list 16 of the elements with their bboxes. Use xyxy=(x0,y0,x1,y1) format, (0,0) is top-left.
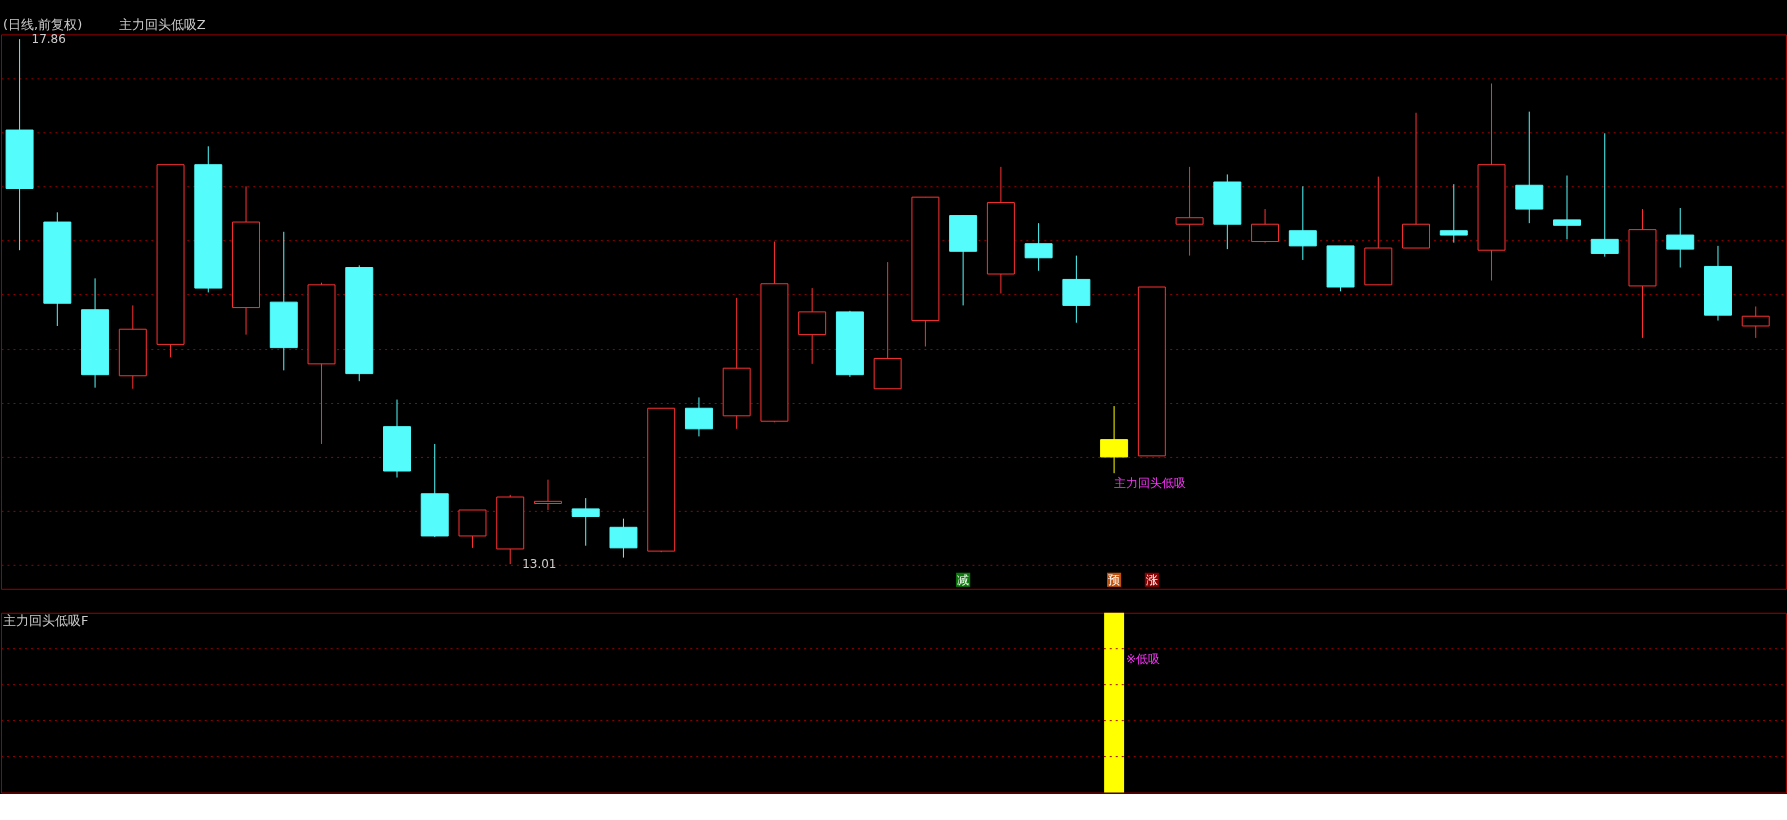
candlestick xyxy=(1553,175,1581,240)
annotation: ※低吸 xyxy=(1126,651,1161,666)
candlestick xyxy=(571,497,600,547)
chart-title: (日线,前复权) xyxy=(3,17,83,33)
chart-title: 主力回头低吸F xyxy=(3,612,89,628)
candlestick xyxy=(1175,166,1204,257)
candlestick xyxy=(1590,132,1619,258)
text: 涨 xyxy=(1145,572,1158,587)
text: 预 xyxy=(1108,572,1121,587)
candlestick xyxy=(1439,183,1468,244)
chart-subtitle: 主力回头低吸Z xyxy=(118,17,206,33)
annotation: 主力回头低吸 xyxy=(1114,476,1187,491)
annotation: 13.01 xyxy=(522,557,557,572)
annotation: 17.86 xyxy=(31,32,66,47)
candlestick xyxy=(533,479,562,511)
text: 减 xyxy=(957,572,970,587)
